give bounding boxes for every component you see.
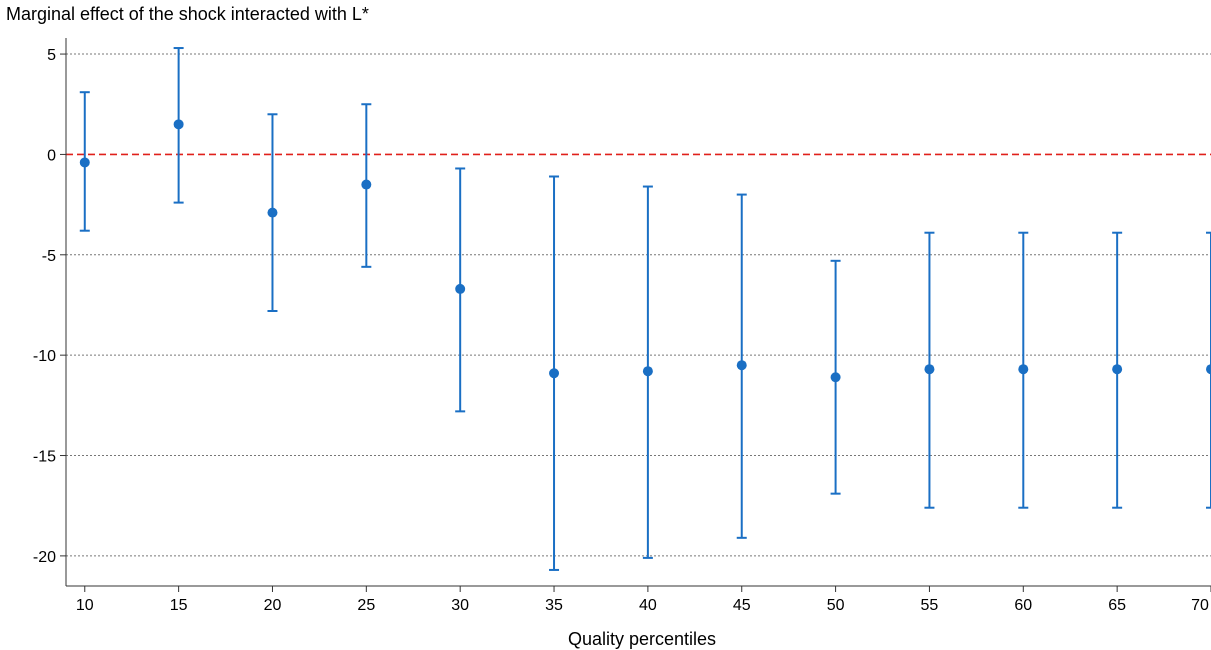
x-tick-label: 10: [76, 597, 94, 614]
data-point: [361, 179, 372, 190]
data-point: [79, 157, 90, 168]
data-point: [173, 119, 184, 130]
x-tick-label: 45: [733, 597, 751, 614]
x-tick-label: 15: [170, 597, 188, 614]
x-tick-label: 70: [1191, 597, 1209, 614]
x-tick-label: 55: [921, 597, 939, 614]
data-point: [267, 207, 278, 218]
x-tick-label: 20: [264, 597, 282, 614]
x-tick-label: 25: [357, 597, 375, 614]
x-tick-label: 65: [1108, 597, 1126, 614]
chart-title: Marginal effect of the shock interacted …: [6, 4, 369, 24]
y-tick-label: -20: [33, 549, 56, 566]
y-tick-label: -5: [42, 248, 56, 265]
y-tick-label: -15: [33, 449, 56, 466]
x-tick-label: 50: [827, 597, 845, 614]
data-point: [549, 368, 560, 379]
data-point: [1206, 364, 1211, 375]
y-tick-label: 0: [47, 147, 56, 164]
x-axis-ticks: 10 15 20 25 30 35 40 45 50 55 60 65 70: [76, 586, 1211, 614]
x-axis-label: Quality percentiles: [568, 629, 716, 649]
error-bars: [79, 47, 1211, 571]
y-axis-ticks: 5 0 -5 -10 -15 -20: [33, 47, 66, 566]
y-tick-label: -10: [33, 348, 56, 365]
data-point: [736, 360, 747, 371]
gridlines: [66, 53, 1211, 557]
data-point: [924, 364, 935, 375]
axes: [65, 38, 1211, 587]
x-tick-label: 40: [639, 597, 657, 614]
x-tick-label: 30: [451, 597, 469, 614]
data-point: [642, 366, 653, 377]
y-tick-label: 5: [47, 47, 56, 64]
x-tick-label: 35: [545, 597, 563, 614]
data-point: [455, 283, 466, 294]
x-tick-label: 60: [1014, 597, 1032, 614]
data-points: [79, 119, 1211, 383]
data-point: [1018, 364, 1029, 375]
data-point: [830, 372, 841, 383]
data-point: [1112, 364, 1123, 375]
